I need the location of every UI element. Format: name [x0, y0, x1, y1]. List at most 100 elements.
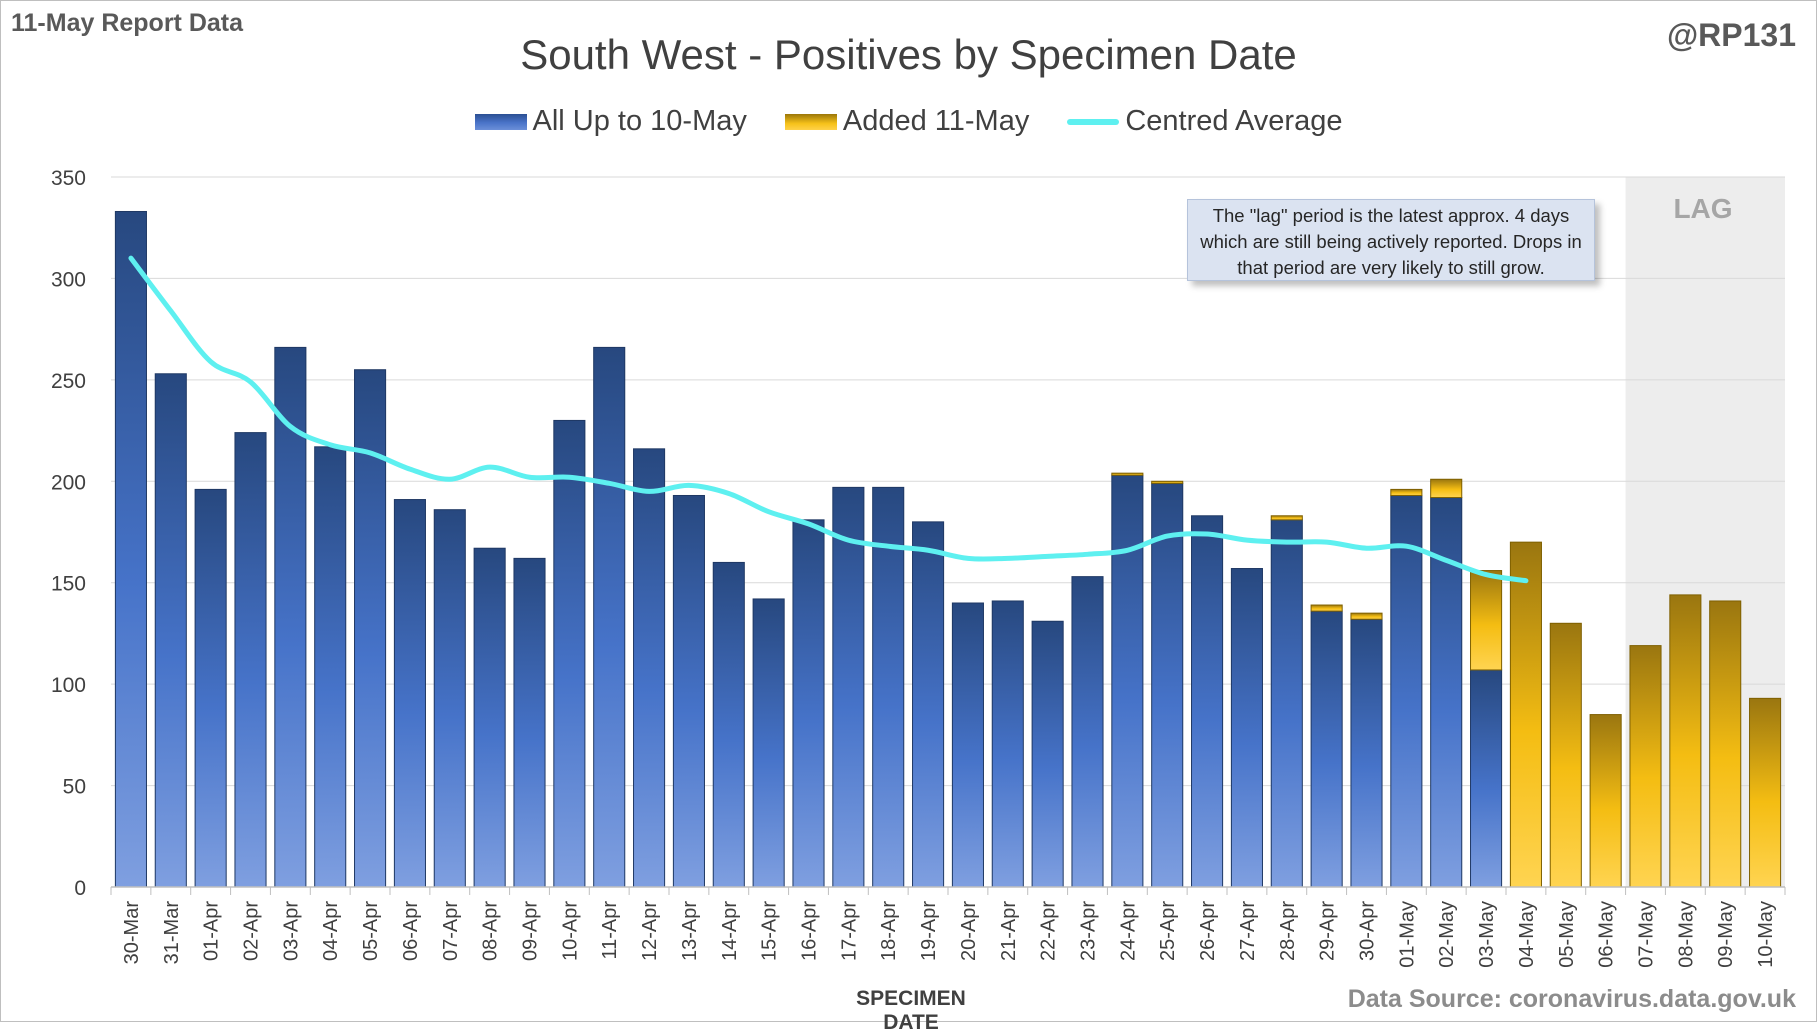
x-tick-label: 04-May [1516, 901, 1538, 968]
x-tick-label: 27-Apr [1237, 901, 1259, 961]
bar-added-11-may [1310, 604, 1343, 612]
bar-all-up-to-10-may [513, 557, 546, 888]
bar-all-up-to-10-may [1310, 610, 1343, 888]
bar-all-up-to-10-may [314, 446, 347, 888]
bar-all-up-to-10-may [1111, 474, 1144, 888]
bar-all-up-to-10-may [1470, 669, 1503, 888]
x-tick-label: 02-May [1436, 901, 1458, 968]
legend-label-average: Centred Average [1125, 105, 1343, 137]
legend-swatch-average [1067, 118, 1120, 125]
bar-all-up-to-10-may [1390, 494, 1423, 888]
lag-note: The "lag" period is the latest approx. 4… [1187, 199, 1595, 281]
bar-added-11-may [1749, 697, 1782, 888]
chart-title: South West - Positives by Specimen Date [520, 31, 1297, 78]
bar-all-up-to-10-may [832, 486, 865, 888]
x-tick-label: 30-Mar [121, 901, 143, 965]
bar-all-up-to-10-may [114, 210, 147, 888]
x-tick-label: 09-Apr [520, 901, 542, 961]
bar-added-11-may [1629, 645, 1662, 888]
bar-added-11-may [1350, 612, 1383, 620]
bar-added-11-may [1470, 570, 1503, 671]
report-date-label: 11-May Report Data [11, 9, 244, 37]
x-tick-label: 31-Mar [161, 901, 183, 965]
x-tick-label: 01-May [1396, 901, 1418, 968]
bar-all-up-to-10-may [553, 419, 586, 888]
legend-label-blue: All Up to 10-May [532, 105, 747, 137]
bar-added-11-may [1270, 515, 1303, 521]
x-tick-label: 23-Apr [1078, 901, 1100, 961]
bar-all-up-to-10-may [393, 499, 426, 888]
x-tick-label: 13-Apr [679, 901, 701, 961]
x-tick-label: 06-May [1596, 901, 1618, 968]
bar-all-up-to-10-may [752, 598, 785, 888]
bar-all-up-to-10-may [1230, 568, 1263, 888]
bar-all-up-to-10-may [433, 509, 466, 888]
bar-all-up-to-10-may [1350, 618, 1383, 888]
bar-all-up-to-10-may [672, 494, 705, 888]
legend-swatch-blue [474, 113, 527, 130]
x-tick-label: 25-Apr [1157, 901, 1179, 961]
bar-added-11-may [1151, 480, 1184, 484]
x-tick-label: 04-Apr [320, 901, 342, 961]
x-tick-label: 26-Apr [1197, 901, 1219, 961]
bar-all-up-to-10-may [1031, 620, 1064, 888]
legend-swatch-gold [784, 113, 837, 130]
x-tick-label: 17-Apr [838, 901, 860, 961]
x-tick-label: 07-May [1636, 901, 1658, 968]
bar-added-11-may [1430, 478, 1463, 499]
data-source: Data Source: coronavirus.data.gov.uk [1347, 985, 1796, 1013]
x-tick-label: 01-Apr [201, 901, 223, 961]
centred-average-line [128, 255, 1529, 584]
y-tick-label: 200 [51, 471, 86, 494]
x-tick-label: 03-Apr [280, 901, 302, 961]
x-tick-label: 19-Apr [918, 901, 940, 961]
x-axis-title: SPECIMEN DATE [856, 987, 966, 1034]
bar-added-11-may [1589, 714, 1622, 888]
bar-added-11-may [1509, 541, 1542, 888]
bar-all-up-to-10-may [792, 519, 825, 888]
bar-all-up-to-10-may [194, 488, 227, 888]
x-tick-label: 10-May [1755, 901, 1777, 968]
x-tick-label: 30-Apr [1357, 901, 1379, 961]
x-tick-label: 11-Apr [599, 901, 621, 960]
bar-all-up-to-10-may [951, 602, 984, 888]
x-tick-label: 22-Apr [1038, 901, 1060, 961]
y-tick-label: 300 [51, 268, 86, 291]
x-tick-label: 28-Apr [1277, 901, 1299, 961]
bar-all-up-to-10-may [872, 486, 905, 888]
bar-all-up-to-10-may [154, 373, 187, 888]
x-tick-label: 06-Apr [400, 901, 422, 961]
bar-all-up-to-10-may [912, 521, 945, 888]
x-tick-label: 18-Apr [878, 901, 900, 961]
bar-added-11-may [1111, 472, 1144, 476]
legend-item-gold: Added 11-May [784, 105, 1030, 138]
x-tick-label: 16-Apr [799, 901, 821, 961]
legend-label-gold: Added 11-May [842, 105, 1030, 137]
x-tick-label: 15-Apr [759, 901, 781, 961]
y-tick-label: 150 [51, 573, 86, 596]
y-tick-label: 0 [74, 877, 86, 900]
chart-legend: All Up to 10-May Added 11-May Centred Av… [1, 105, 1816, 138]
x-tick-label: 07-Apr [440, 901, 462, 961]
x-tick-label: 14-Apr [719, 901, 741, 961]
bar-all-up-to-10-may [712, 561, 745, 888]
bar-added-11-may [1390, 488, 1423, 496]
bar-all-up-to-10-may [991, 600, 1024, 888]
bar-all-up-to-10-may [593, 346, 626, 888]
bar-all-up-to-10-may [1270, 519, 1303, 888]
x-tick-label: 21-Apr [998, 901, 1020, 961]
bar-all-up-to-10-may [1071, 576, 1104, 888]
bar-added-11-may [1549, 622, 1582, 888]
bar-all-up-to-10-may [354, 369, 387, 888]
bar-all-up-to-10-may [1191, 515, 1224, 888]
x-tick-label: 10-Apr [559, 901, 581, 961]
bar-added-11-may [1709, 600, 1742, 888]
x-tick-label: 05-Apr [360, 901, 382, 961]
legend-item-average: Centred Average [1067, 105, 1342, 138]
x-tick-label: 05-May [1556, 901, 1578, 968]
bar-all-up-to-10-may [633, 448, 666, 888]
author-handle: @RP131 [1666, 17, 1796, 53]
x-tick-label: 12-Apr [639, 901, 661, 961]
x-tick-label: 02-Apr [241, 901, 263, 961]
